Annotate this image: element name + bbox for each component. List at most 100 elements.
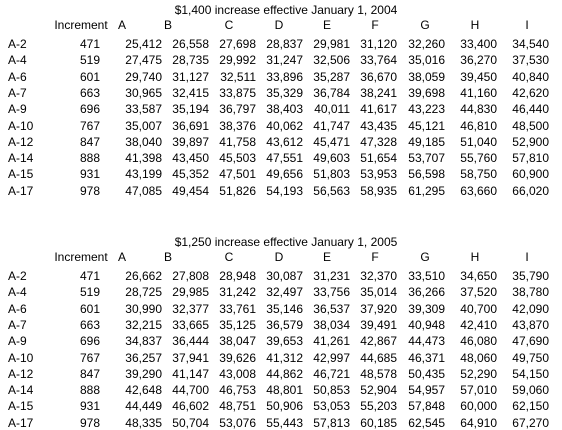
cell: 30,990 (125, 301, 162, 316)
column-header: G (420, 18, 430, 32)
cell: 29,981 (313, 37, 350, 51)
cell: 35,194 (172, 102, 209, 117)
cell: 43,450 (172, 151, 209, 166)
cell: 30,087 (266, 269, 303, 283)
cell: 471 (79, 269, 100, 283)
cell: 33,875 (219, 85, 256, 100)
cell: 57,813 (313, 415, 350, 430)
cell: 46,371 (408, 350, 445, 365)
cell: 45,352 (172, 167, 209, 182)
cell: 48,060 (460, 350, 497, 365)
cell: 50,704 (172, 415, 209, 430)
cell: 42,090 (512, 301, 549, 316)
cell: 47,328 (360, 134, 397, 149)
column-header: B (163, 250, 173, 264)
cell: 32,497 (266, 285, 303, 300)
cell: 888 (79, 151, 100, 166)
cell: 49,750 (512, 350, 549, 365)
cell: 57,010 (460, 383, 497, 398)
cell: 767 (79, 350, 100, 365)
cell: 931 (79, 399, 100, 414)
cell: 38,241 (360, 85, 397, 100)
cell: 34,837 (125, 334, 162, 349)
cell: 27,698 (219, 37, 256, 51)
table-title: $1,250 increase effective January 1, 200… (174, 235, 398, 249)
row-label: A-17 (8, 415, 34, 430)
cell: 35,790 (512, 269, 549, 283)
cell: 28,725 (125, 285, 162, 300)
cell: 36,797 (219, 102, 256, 117)
row-label: A-9 (8, 334, 27, 349)
cell: 39,626 (219, 350, 256, 365)
cell: 38,034 (313, 317, 350, 332)
row-label: A-4 (8, 53, 27, 68)
cell: 31,242 (219, 285, 256, 300)
cell: 36,691 (172, 118, 209, 133)
cell: 41,617 (360, 102, 397, 117)
column-header: E (322, 18, 332, 32)
cell: 67,270 (512, 415, 549, 430)
cell: 43,870 (512, 317, 549, 332)
cell: 35,287 (313, 69, 350, 84)
cell: 48,751 (219, 399, 256, 414)
cell: 41,312 (266, 350, 303, 365)
cell: 31,120 (360, 37, 397, 51)
cell: 62,150 (512, 399, 549, 414)
cell: 888 (79, 383, 100, 398)
column-header: D (274, 18, 284, 32)
cell: 38,780 (512, 285, 549, 300)
cell: 32,511 (220, 69, 256, 84)
cell: 33,400 (460, 37, 497, 51)
cell: 37,941 (172, 350, 209, 365)
cell: 61,295 (408, 183, 445, 198)
cell: 28,837 (266, 37, 303, 51)
column-header: A (117, 250, 127, 264)
cell: 42,997 (313, 350, 350, 365)
cell: 32,215 (125, 317, 162, 332)
cell: 64,910 (460, 415, 497, 430)
column-header: I (525, 18, 529, 32)
cell: 55,203 (360, 399, 397, 414)
cell: 45,121 (408, 118, 445, 133)
cell: 35,329 (266, 85, 303, 100)
row-label: A-14 (8, 383, 34, 398)
cell: 46,753 (219, 383, 256, 398)
cell: 48,801 (266, 383, 303, 398)
cell: 41,747 (313, 118, 350, 133)
cell: 43,435 (360, 118, 397, 133)
cell: 35,125 (219, 317, 256, 332)
cell: 52,904 (360, 383, 397, 398)
cell: 34,540 (512, 37, 549, 51)
cell: 39,450 (460, 69, 497, 84)
cell: 60,000 (460, 399, 497, 414)
row-label: A-17 (8, 183, 34, 198)
row-label: A-10 (8, 118, 34, 133)
cell: 46,810 (460, 118, 497, 133)
column-header: D (274, 250, 284, 264)
cell: 33,665 (172, 317, 209, 332)
cell: 978 (79, 183, 100, 198)
column-header: C (224, 250, 234, 264)
cell: 33,761 (219, 301, 256, 316)
cell: 36,444 (172, 334, 209, 349)
cell: 31,127 (172, 69, 209, 84)
cell: 49,603 (313, 151, 350, 166)
cell: 44,473 (408, 334, 445, 349)
cell: 30,965 (125, 85, 162, 100)
cell: 56,563 (313, 183, 350, 198)
cell: 41,398 (125, 151, 162, 166)
cell: 39,491 (360, 317, 397, 332)
cell: 51,826 (219, 183, 256, 198)
cell: 49,656 (266, 167, 303, 182)
column-header: E (322, 250, 332, 264)
cell: 519 (79, 285, 100, 300)
row-label: A-15 (8, 399, 34, 414)
cell: 43,199 (125, 167, 162, 182)
cell: 35,016 (408, 53, 445, 68)
cell: 847 (79, 366, 100, 381)
cell: 66,020 (512, 183, 549, 198)
cell: 847 (79, 134, 100, 149)
cell: 41,147 (172, 366, 209, 381)
cell: 601 (79, 69, 100, 84)
row-label: A-15 (8, 167, 34, 182)
